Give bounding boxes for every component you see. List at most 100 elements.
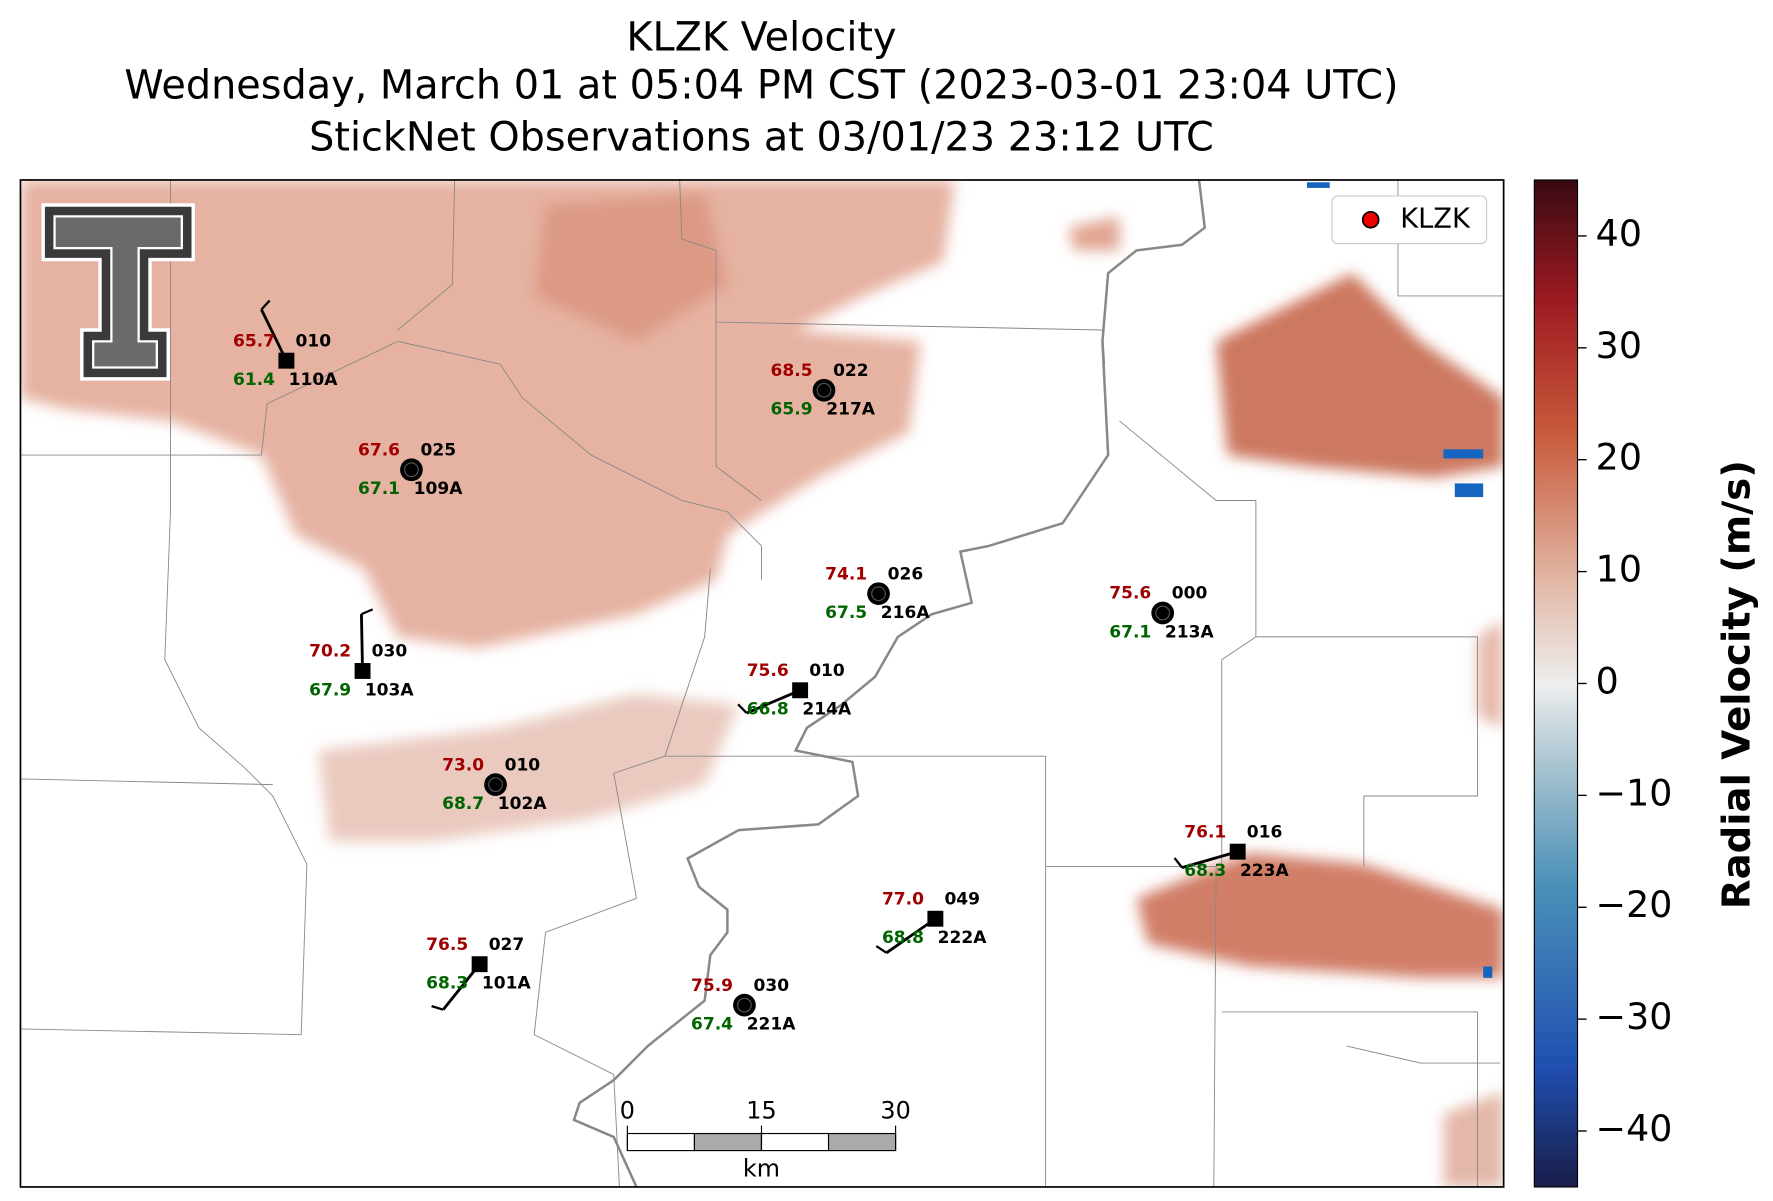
wind-direction: 000	[1172, 584, 1208, 604]
title: KLZK Velocity	[626, 15, 896, 61]
scale-tick-label: 15	[746, 1096, 776, 1124]
river	[572, 179, 1207, 1187]
station-calm-ring	[404, 462, 419, 478]
station-id: 101A	[482, 974, 532, 994]
station-id: 103A	[365, 680, 415, 700]
station: 76.1 016 68.3 223A	[1173, 822, 1290, 881]
wind-barb-flag	[431, 1005, 444, 1011]
station: 67.6 025 67.1 109A	[358, 440, 463, 499]
station: 70.2 030 67.9 103A	[309, 608, 415, 700]
wind-direction: 010	[809, 661, 845, 681]
scale-tick-label: 0	[620, 1096, 635, 1124]
station: 68.5 022 65.9 217A	[771, 361, 876, 420]
colorbar-tick-label: −30	[1596, 995, 1673, 1038]
station-marker	[471, 956, 488, 973]
map-frame	[19, 179, 1505, 1188]
station-id: 216A	[881, 603, 931, 623]
wind-barb-flag	[875, 945, 888, 954]
station: 75.6 000 67.1 213A	[1109, 584, 1214, 643]
station-id: 221A	[747, 1014, 797, 1034]
dewpoint: 65.9	[771, 400, 813, 420]
wind-direction: 025	[421, 440, 457, 460]
dewpoint: 66.8	[747, 700, 789, 720]
wind-direction: 026	[888, 564, 924, 584]
station-marker	[792, 682, 809, 699]
legend-label: KLZK	[1400, 203, 1471, 234]
wind-direction: 030	[372, 642, 408, 662]
temperature: 75.6	[747, 661, 789, 681]
colorbar-tick-label: −40	[1596, 1107, 1673, 1150]
station-calm-ring	[871, 586, 886, 602]
station-calm-ring	[488, 777, 503, 793]
wind-direction: 030	[754, 976, 790, 996]
wind-barb	[1181, 850, 1239, 869]
subtitle: Wednesday, March 01 at 05:04 PM CST (202…	[124, 62, 1398, 108]
station-id: 217A	[826, 400, 876, 420]
station-calm	[812, 378, 836, 402]
wind-barb-flag	[1173, 857, 1183, 869]
wind-direction: 010	[505, 755, 541, 775]
wind-direction: 016	[1247, 822, 1283, 842]
temperature: 65.7	[233, 331, 275, 351]
station-id: 214A	[802, 700, 852, 720]
wind-direction: 027	[489, 935, 525, 955]
map-area	[20, 179, 1504, 1187]
station-calm	[1151, 601, 1175, 625]
colorbar-tick-label: 40	[1596, 212, 1642, 255]
temperature: 76.1	[1184, 822, 1226, 842]
wind-direction: 010	[295, 331, 331, 351]
temperature: 74.1	[825, 564, 867, 584]
dewpoint: 67.4	[691, 1014, 733, 1034]
temperature: 73.0	[442, 755, 484, 775]
station-calm-ring	[1155, 605, 1171, 621]
dewpoint: 61.4	[233, 370, 275, 390]
temperature: 75.9	[691, 976, 733, 996]
station: 77.0 049 68.8 222A	[875, 889, 988, 954]
station-marker	[927, 910, 944, 927]
legend: KLZK	[1331, 195, 1488, 245]
wind-barb	[260, 308, 288, 362]
station-id: 110A	[289, 370, 339, 390]
station: 76.5 027 68.3 101A	[426, 935, 532, 1011]
station-id: 109A	[414, 479, 464, 499]
station-calm	[400, 458, 423, 482]
station-calm-ring	[816, 382, 832, 398]
dewpoint: 68.3	[1184, 861, 1226, 881]
radar-negative	[1307, 182, 1493, 978]
temperature: 75.6	[1109, 584, 1151, 604]
colorbar-tick-label: 20	[1596, 436, 1642, 479]
station-id: 222A	[938, 928, 988, 948]
colorbar	[1533, 179, 1579, 1188]
radar-field	[20, 179, 1504, 1187]
station: 65.7 010 61.4 110A	[233, 299, 339, 390]
subtitle: StickNet Observations at 03/01/23 23:12 …	[309, 115, 1214, 161]
wind-barb	[359, 614, 364, 671]
wind-barb	[746, 688, 801, 715]
station-marker	[354, 663, 371, 679]
colorbar-tick-label: 10	[1596, 548, 1642, 591]
station-marker	[278, 352, 295, 369]
dewpoint: 68.8	[882, 928, 924, 948]
temperature: 77.0	[882, 889, 924, 909]
wind-barb	[885, 917, 937, 954]
wind-barb-flag	[260, 299, 271, 311]
wind-barb-flag	[737, 703, 748, 714]
scale-unit: km	[743, 1154, 780, 1182]
scale-bar: km	[626, 1132, 897, 1182]
legend-box	[1331, 195, 1488, 245]
dewpoint: 68.7	[442, 794, 484, 814]
station-calm-ring	[737, 997, 752, 1013]
wind-direction: 022	[833, 361, 869, 381]
station: 73.0 010 68.7 102A	[442, 755, 547, 814]
dewpoint: 67.9	[309, 680, 351, 700]
colorbar-tick-label: −10	[1596, 771, 1673, 814]
station-marker	[1229, 843, 1246, 860]
colorbar-label: Radial Velocity (m/s)	[1714, 460, 1759, 909]
legend-marker	[1361, 210, 1380, 229]
wind-direction: 049	[944, 889, 980, 909]
logo	[41, 203, 195, 381]
station-calm	[867, 582, 890, 606]
dewpoint: 67.5	[825, 603, 867, 623]
